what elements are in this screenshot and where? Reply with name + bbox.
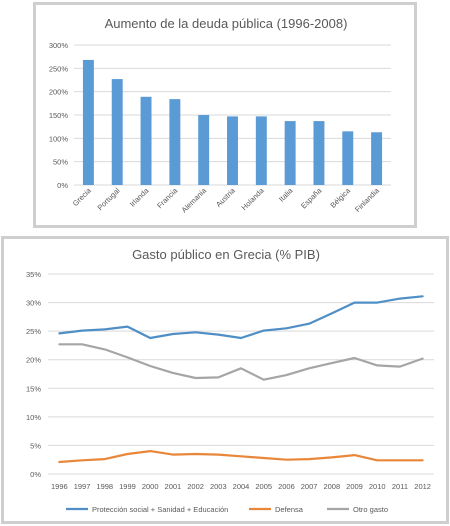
chart-title: Gasto público en Grecia (% PIB) (132, 247, 320, 262)
x-tick-label: 1998 (96, 482, 113, 491)
y-tick-label: 50% (53, 158, 68, 167)
series-line-1 (58, 450, 424, 464)
x-tick-label: 1996 (51, 482, 68, 491)
legend-label: Otro gasto (353, 505, 388, 514)
x-tick-label: Irlanda (128, 185, 151, 208)
y-tick-label: 0% (57, 181, 68, 190)
y-tick-label: 30% (26, 299, 41, 308)
y-tick-label: 100% (49, 134, 69, 143)
x-tick-label: 2003 (210, 482, 227, 491)
x-tick-label: 2009 (346, 482, 363, 491)
bar-italia (284, 121, 296, 185)
x-tick-label: Francia (155, 185, 180, 210)
x-tick-label: Italia (277, 185, 295, 203)
y-tick-label: 200% (49, 88, 69, 97)
debt-chart-panel: Aumento de la deuda pública (1996-2008) 0… (33, 2, 417, 228)
spending-line-chart: Gasto público en Grecia (% PIB) 0% 5% 10% 15… (26, 247, 434, 514)
x-tick-label: Alemania (180, 185, 209, 214)
series-line-0 (58, 295, 424, 340)
legend-label: Defensa (275, 505, 304, 514)
bar-grecia (82, 59, 94, 185)
x-tick-label: 2002 (187, 482, 204, 491)
x-tick-label: 2007 (301, 482, 318, 491)
bar-finlandia (371, 132, 383, 185)
y-tick-label: 250% (49, 64, 69, 73)
y-tick-label: 0% (30, 470, 41, 479)
x-tick-label: 2008 (323, 482, 340, 491)
legend-label: Protección social + Sanidad + Educación (92, 505, 228, 514)
y-tick-label: 25% (26, 327, 41, 336)
bar-austria (227, 116, 238, 185)
x-tick-label: Grecia (71, 185, 94, 208)
y-tick-label: 10% (26, 413, 41, 422)
x-tick-label: Portugal (96, 186, 122, 212)
x-tick-label: Finlandia (353, 185, 381, 213)
bar-españa (313, 121, 325, 185)
x-tick-label: Bélgica (328, 185, 352, 209)
x-tick-label: 1997 (74, 482, 91, 491)
y-tick-label: 150% (49, 111, 69, 120)
x-tick-label: Holanda (240, 185, 267, 212)
y-tick-label: 35% (26, 270, 41, 279)
y-tick-label: 5% (30, 441, 41, 450)
x-tick-label: 2005 (255, 482, 272, 491)
x-tick-label: 2012 (414, 482, 431, 491)
bar-irlanda (140, 96, 152, 185)
bar-bélgica (342, 131, 354, 185)
bar-francia (169, 99, 181, 185)
chart-title: Aumento de la deuda pública (1996-2008) (105, 16, 348, 31)
spending-chart-panel: Gasto público en Grecia (% PIB) 0% 5% 10% 15… (1, 236, 449, 524)
x-tick-label: 2011 (392, 482, 408, 491)
x-tick-label: 2001 (165, 482, 182, 491)
x-tick-label: 2006 (278, 482, 295, 491)
y-tick-label: 300% (49, 41, 69, 50)
x-tick-label: 1999 (119, 482, 136, 491)
y-tick-label: 20% (26, 356, 41, 365)
series-line-2 (58, 343, 424, 381)
x-tick-label: 2010 (369, 482, 386, 491)
x-tick-label: Austria (214, 185, 237, 208)
x-tick-label: 2004 (233, 482, 250, 491)
y-tick-label: 15% (26, 384, 41, 393)
bar-alemania (198, 115, 210, 185)
debt-bar-chart: Aumento de la deuda pública (1996-2008) 0… (49, 16, 391, 215)
x-tick-label: España (299, 185, 324, 210)
bar-holanda (255, 116, 267, 185)
bar-portugal (111, 79, 123, 185)
x-tick-label: 2000 (142, 482, 159, 491)
